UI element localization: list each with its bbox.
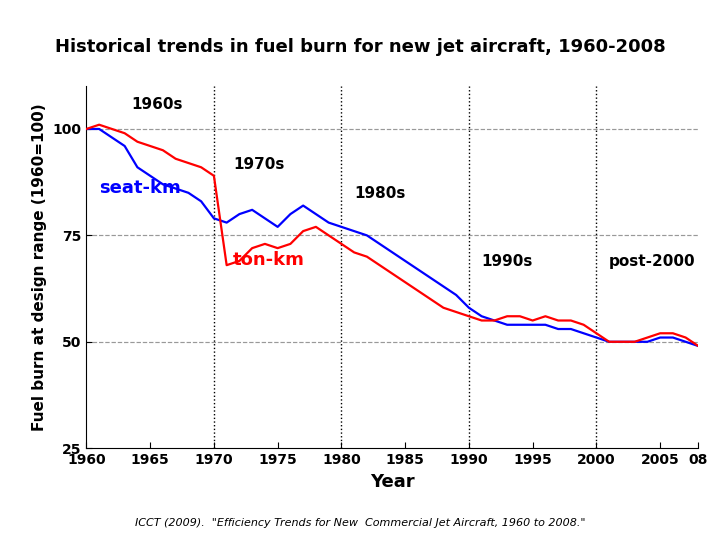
X-axis label: Year: Year xyxy=(370,472,415,491)
Text: 1980s: 1980s xyxy=(354,186,405,201)
Text: seat-km: seat-km xyxy=(99,179,181,197)
Text: 1960s: 1960s xyxy=(131,97,183,112)
Text: 1990s: 1990s xyxy=(482,254,533,269)
Y-axis label: Fuel burn at design range (1960=100): Fuel burn at design range (1960=100) xyxy=(32,104,47,431)
Text: post-2000: post-2000 xyxy=(609,254,696,269)
Text: 1970s: 1970s xyxy=(233,157,284,172)
Text: ton-km: ton-km xyxy=(233,252,305,269)
Text: Historical trends in fuel burn for new jet aircraft, 1960-2008: Historical trends in fuel burn for new j… xyxy=(55,38,665,56)
Text: ICCT (2009).  "Efficiency Trends for New  Commercial Jet Aircraft, 1960 to 2008.: ICCT (2009). "Efficiency Trends for New … xyxy=(135,518,585,529)
